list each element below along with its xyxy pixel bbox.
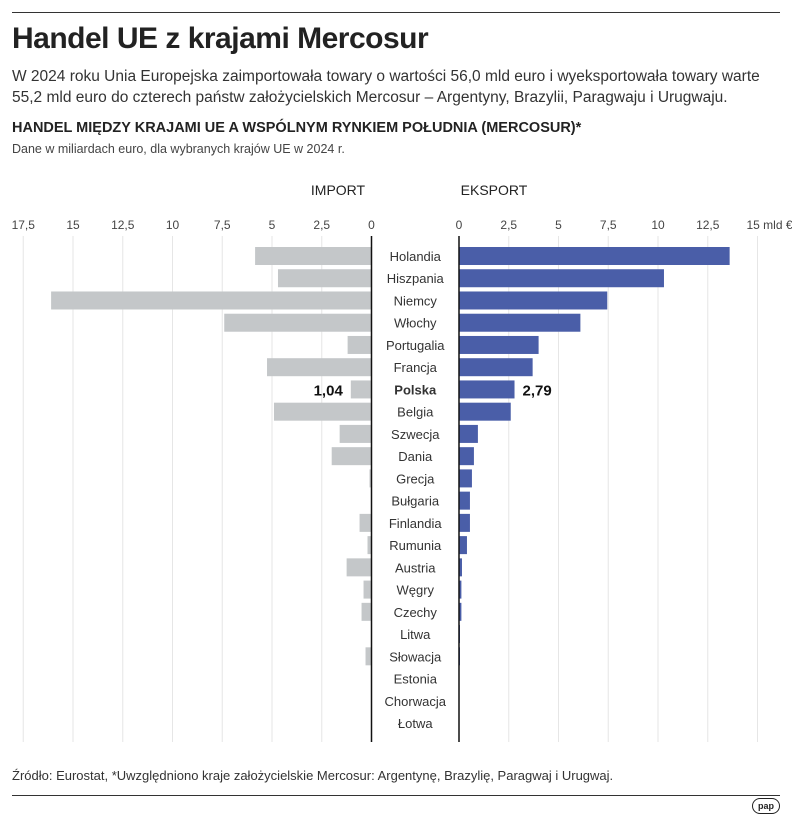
import-tick-label: 2,5 <box>313 218 330 232</box>
export-header: EKSPORT <box>461 182 528 198</box>
chart-subtitle: HANDEL MIĘDZY KRAJAMI UE A WSPÓLNYM RYNK… <box>12 120 582 136</box>
category-label: Litwa <box>400 627 431 642</box>
category-label: Francja <box>394 360 438 375</box>
export-tick-label: 15 mld € <box>746 218 792 232</box>
category-label: Estonia <box>394 672 438 687</box>
import-bar <box>51 291 372 310</box>
import-data-label: 1,04 <box>314 382 344 399</box>
category-label: Belgia <box>397 405 434 420</box>
category-label: Niemcy <box>394 293 438 308</box>
export-bar <box>459 536 467 555</box>
import-bar <box>369 469 372 488</box>
export-data-label: 2,79 <box>523 382 552 399</box>
category-label: Polska <box>394 382 437 397</box>
import-bar <box>365 647 372 666</box>
export-bar <box>459 469 472 488</box>
export-tick-label: 0 <box>456 218 463 232</box>
category-label: Hiszpania <box>387 271 445 286</box>
top-rule <box>12 12 780 13</box>
category-label: Czechy <box>394 605 438 620</box>
category-label: Dania <box>398 449 433 464</box>
category-label: Finlandia <box>389 516 443 531</box>
export-bar <box>459 402 511 421</box>
import-bar <box>339 424 372 443</box>
import-tick-label: 0 <box>368 218 375 232</box>
category-label: Łotwa <box>398 716 433 731</box>
export-bar <box>459 602 462 621</box>
source-note: Źródło: Eurostat, *Uwzględniono kraje za… <box>12 768 614 783</box>
import-bar <box>255 247 372 265</box>
page-title: Handel UE z krajami Mercosur <box>12 22 429 55</box>
export-bar <box>459 513 470 532</box>
import-bar <box>350 380 372 399</box>
category-label: Szwecja <box>391 427 440 442</box>
import-tick-label: 5 <box>269 218 276 232</box>
import-tick-label: 15 <box>66 218 80 232</box>
import-bar <box>367 536 372 555</box>
import-bar <box>277 269 372 288</box>
export-bar <box>459 313 581 332</box>
import-tick-label: 7,5 <box>214 218 231 232</box>
chart-note: Dane w miliardach euro, dla wybranych kr… <box>12 142 345 156</box>
export-tick-label: 5 <box>555 218 562 232</box>
export-tick-label: 7,5 <box>600 218 617 232</box>
import-tick-label: 10 <box>166 218 180 232</box>
category-label: Bułgaria <box>391 494 439 509</box>
category-label: Austria <box>395 560 436 575</box>
import-bar <box>346 558 372 577</box>
category-label: Holandia <box>390 249 442 264</box>
category-label: Włochy <box>394 316 437 331</box>
pap-logo: pap <box>752 798 780 814</box>
export-bar <box>459 291 608 310</box>
import-tick-label: 12,5 <box>111 218 135 232</box>
category-label: Rumunia <box>389 538 442 553</box>
export-bar <box>459 247 730 265</box>
import-tick-label: 17,5 <box>12 218 36 232</box>
export-bar <box>459 447 474 466</box>
bottom-rule <box>12 795 780 796</box>
category-label: Grecja <box>396 471 435 486</box>
export-tick-label: 12,5 <box>696 218 720 232</box>
export-tick-label: 10 <box>651 218 665 232</box>
butterfly-chart: IMPORT EKSPORT 17,5 15 12,5 10 7,5 5 2,5 0 0 2,5 5 7,… <box>12 182 792 742</box>
import-bar <box>331 447 372 466</box>
import-bar <box>267 358 372 377</box>
export-bar <box>459 335 539 354</box>
lead-text: W 2024 roku Unia Europejska zaimportował… <box>12 68 760 106</box>
import-bar <box>224 313 372 332</box>
category-label: Słowacja <box>389 649 442 664</box>
export-bar <box>459 580 462 599</box>
export-tick-label: 2,5 <box>500 218 517 232</box>
category-label: Portugalia <box>386 338 445 353</box>
export-bar <box>459 269 664 288</box>
export-bar <box>459 380 515 399</box>
export-bar <box>459 358 533 377</box>
import-header: IMPORT <box>311 182 366 198</box>
import-bar <box>347 335 372 354</box>
export-bar <box>459 491 470 510</box>
category-label: Chorwacja <box>385 694 447 709</box>
import-bar <box>361 602 372 621</box>
import-bar <box>363 580 372 599</box>
import-bar <box>273 402 372 421</box>
export-bar <box>459 424 478 443</box>
category-label: Węgry <box>396 583 434 598</box>
import-bar <box>359 513 372 532</box>
export-bar <box>459 558 462 577</box>
